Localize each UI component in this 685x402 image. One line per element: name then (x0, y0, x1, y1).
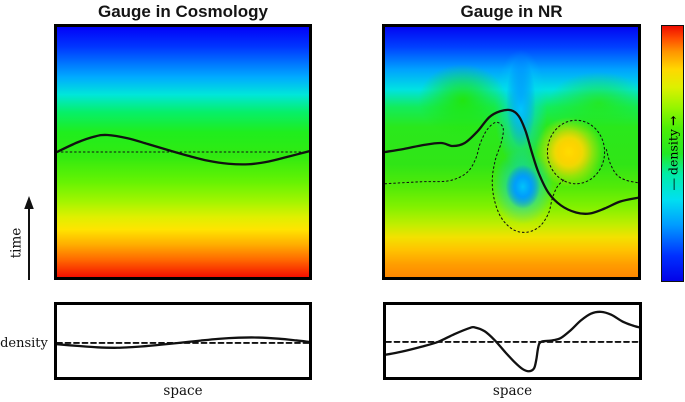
nr-slice-overlay (385, 108, 638, 233)
colorbar-label-text: density (665, 129, 680, 175)
nr-profile-curve (386, 310, 639, 373)
left-panel-title: Gauge in Cosmology (97, 2, 269, 21)
density-profile-cosmology (54, 302, 312, 380)
xlabel-space-left: space (163, 383, 203, 399)
right-panel-title: Gauge in NR (460, 2, 563, 21)
density-profile-nr (383, 302, 642, 380)
xlabel-space-right: space (492, 383, 533, 399)
cosmology-profile-curve (57, 336, 309, 349)
up-arrow-icon: → (665, 116, 680, 127)
colorbar: — density → (661, 25, 684, 282)
heatmap-gauge-nr (382, 24, 641, 280)
cosmology-slice-overlay (57, 133, 309, 166)
colorbar-label: — density → (665, 117, 680, 191)
colorbar-dash: — (665, 177, 680, 191)
profile-ylabel-density: density (0, 336, 48, 351)
time-axis-arrow-icon (24, 196, 34, 280)
heatmap-gauge-cosmology (54, 24, 312, 280)
